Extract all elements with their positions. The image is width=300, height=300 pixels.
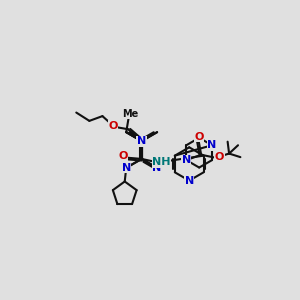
Text: N: N (137, 136, 146, 146)
Text: O: O (194, 132, 203, 142)
Text: N: N (182, 155, 191, 165)
Text: O: O (214, 152, 224, 162)
Text: N: N (207, 140, 217, 150)
Text: N: N (122, 163, 131, 173)
Text: O: O (118, 151, 128, 161)
Text: N: N (152, 163, 162, 173)
Text: O: O (108, 121, 118, 130)
Text: Me: Me (122, 109, 138, 119)
Text: N: N (184, 176, 194, 186)
Text: NH: NH (152, 158, 171, 167)
